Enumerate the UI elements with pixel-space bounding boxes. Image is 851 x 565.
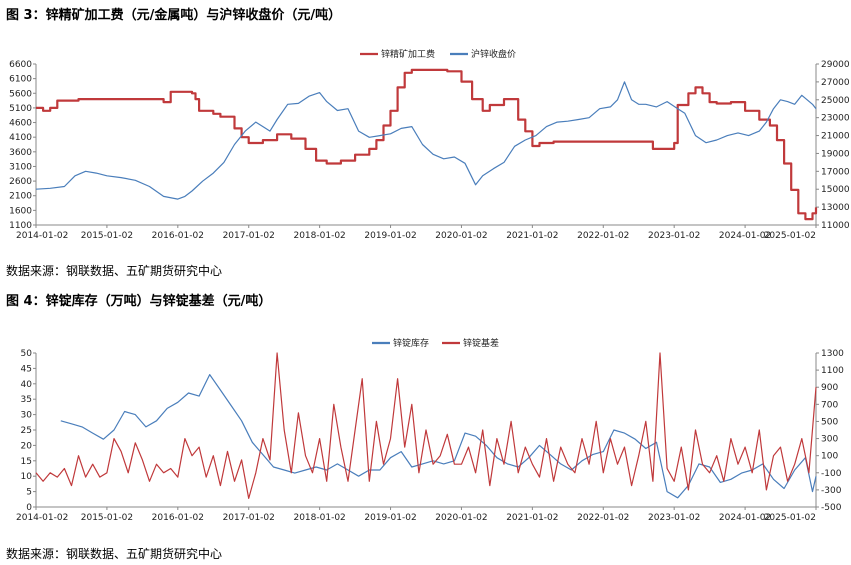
x-tick-label: 2024-01-02 [719,231,771,241]
x-tick-label: 2021-01-02 [506,513,558,523]
y-left-tick-label: 3100 [9,162,32,172]
figure2-title: 图 4：锌锭库存（万吨）与锌锭基差（元/吨） [6,294,272,309]
chart-zinc-inventory-basis: 0 5 10 15 20 25 30 35 40 45 50 -500 -300 -100 100 300 50… [16,337,844,523]
y-left-tick-label: 40 [21,380,33,390]
y-right-tick-label: 500 [821,417,838,427]
x-tick-label: 2022-01-02 [577,231,629,241]
y-left-tick-label: 2600 [9,177,32,187]
x-tick-label: 2014-01-02 [16,231,68,241]
y-right-tick-label: 300 [821,435,838,445]
legend-label: 锌锭库存 [393,337,429,349]
y-left-tick-label: 1100 [9,221,32,231]
y-left-tick-label: 2100 [9,192,32,202]
y-left-tick-label: 35 [21,395,32,405]
series-line-b [35,352,817,499]
x-tick-label: 2018-01-02 [293,231,345,241]
y-left-tick-label: 5100 [9,104,32,114]
y-right-tick-label: 900 [821,383,838,393]
y-left-tick-label: 3600 [9,148,32,158]
series-line-b [35,81,817,200]
x-tick-label: 2015-01-02 [81,513,133,523]
y-left-tick-label: 4100 [9,133,32,143]
y-left-tick-label: 45 [21,364,32,374]
x-tick-label: 2018-01-02 [293,513,345,523]
y-right-tick-label: -100 [821,469,842,479]
x-tick-label: 2020-01-02 [435,513,487,523]
y-left-tick-label: 5600 [9,89,32,99]
y-right-tick-label: -300 [821,486,842,496]
chart-zinc-tc-price: 1100 1600 2100 2600 3100 3600 4100 4600 5100 5600… [9,48,850,241]
y-left-tick-label: 20 [21,441,33,451]
figure1-source: 数据来源：钢联数据、五矿期货研究中心 [6,264,223,278]
y-right-tick-label: 100 [821,452,838,462]
y-left-tick-label: 4600 [9,119,32,129]
x-tick-label: 2017-01-02 [223,513,275,523]
x-tick-label: 2019-01-02 [364,513,416,523]
y-right-tick-label: 1100 [821,366,844,376]
y-right-tick-label: 23000 [821,114,850,124]
y-right-tick-label: 17000 [821,167,850,177]
y-left-tick-label: 50 [21,349,33,359]
y-right-tick-label: 11000 [821,221,850,231]
figure2-source: 数据来源：钢联数据、五矿期货研究中心 [6,547,223,561]
x-tick-label: 2019-01-02 [364,231,416,241]
y-right-tick-label: 15000 [821,185,850,195]
x-tick-label: 2017-01-02 [223,231,275,241]
x-tick-label: 2023-01-02 [648,231,700,241]
series-line-a [36,68,818,221]
y-right-tick-label: 25000 [821,96,850,106]
y-right-tick-label: 29000 [821,60,850,70]
series-line-a [60,374,817,499]
y-right-tick-label: 13000 [821,203,850,213]
x-tick-label: 2020-01-02 [435,231,487,241]
y-left-tick-label: 10 [21,472,33,482]
y-right-tick-label: 19000 [821,149,850,159]
y-left-tick-label: 0 [26,503,32,513]
y-right-tick-label: -500 [821,503,842,513]
x-tick-label: 2014-01-02 [16,513,68,523]
y-right-tick-label: 21000 [821,132,850,142]
y-left-tick-label: 30 [21,411,33,421]
x-tick-label: 2016-01-02 [152,231,204,241]
y-right-tick-label: 700 [821,400,838,410]
y-left-tick-label: 6600 [9,60,32,70]
legend-label: 沪锌收盘价 [471,48,516,60]
x-tick-label: 2021-01-02 [506,231,558,241]
y-right-tick-label: 1300 [821,349,844,359]
x-tick-label: 2023-01-02 [648,513,700,523]
y-left-tick-label: 1600 [9,206,32,216]
y-right-tick-label: 27000 [821,78,850,88]
figure1-title: 图 3：锌精矿加工费（元/金属吨）与沪锌收盘价（元/吨） [6,8,342,23]
x-tick-label: 2025-01-02 [764,231,816,241]
y-left-tick-label: 25 [21,426,32,436]
legend-label: 锌锭基差 [463,337,499,349]
y-left-tick-label: 15 [21,457,32,467]
x-tick-label: 2022-01-02 [577,513,629,523]
y-left-tick-label: 5 [26,488,32,498]
legend-label: 锌精矿加工费 [381,48,435,60]
x-tick-label: 2015-01-02 [81,231,133,241]
x-tick-label: 2025-01-02 [764,513,816,523]
y-left-tick-label: 6100 [9,75,32,85]
x-tick-label: 2016-01-02 [152,513,204,523]
x-tick-label: 2024-01-02 [719,513,771,523]
